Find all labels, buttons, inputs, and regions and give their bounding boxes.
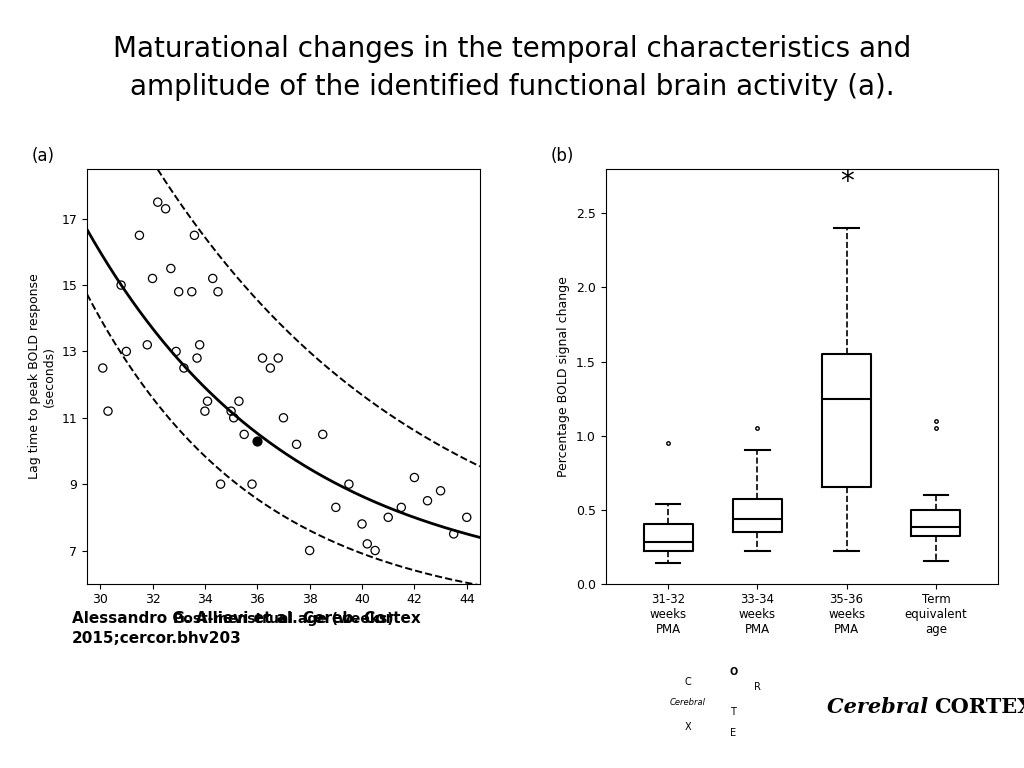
Text: amplitude of the identified functional brain activity (a).: amplitude of the identified functional b… (130, 73, 894, 101)
Point (341, 478, 357, 490)
Point (262, 362, 279, 374)
Point (445, 528, 462, 540)
Point (191, 339, 208, 351)
Point (354, 518, 371, 530)
Point (432, 485, 449, 497)
Point (275, 412, 292, 424)
Point (289, 439, 305, 451)
Text: Maturational changes in the temporal characteristics and: Maturational changes in the temporal cha… (113, 35, 911, 62)
Point (230, 395, 247, 407)
Point (270, 352, 287, 364)
Point (212, 478, 228, 490)
Text: © The Author 2015. Published by Oxford University Press.: © The Author 2015. Published by Oxford U… (10, 735, 334, 746)
Text: (a): (a) (32, 147, 55, 165)
Point (131, 229, 147, 241)
Point (459, 511, 475, 524)
Y-axis label: Lag time to peak BOLD response
(seconds): Lag time to peak BOLD response (seconds) (28, 273, 56, 479)
Text: O: O (729, 667, 737, 677)
Point (210, 286, 226, 298)
Point (99, 405, 116, 417)
Point (407, 472, 423, 484)
Point (380, 511, 396, 524)
Point (301, 545, 317, 557)
Point (188, 352, 205, 364)
Point (171, 286, 187, 298)
Point (168, 346, 184, 358)
Text: Cerebral: Cerebral (827, 697, 936, 717)
Point (139, 339, 156, 351)
Point (94, 362, 111, 374)
Point (183, 286, 200, 298)
Text: T: T (730, 707, 736, 717)
Point (359, 538, 376, 550)
Point (393, 502, 410, 514)
Text: E: E (730, 727, 736, 737)
Text: X: X (685, 723, 691, 733)
Text: CORTEX: CORTEX (934, 697, 1024, 717)
Text: (b): (b) (551, 147, 573, 165)
Point (225, 412, 242, 424)
Text: *: * (840, 167, 853, 196)
Point (254, 352, 270, 364)
Point (158, 203, 174, 215)
Text: Alessandro G. Allievi et al. Cereb. Cortex: Alessandro G. Allievi et al. Cereb. Cort… (72, 611, 421, 626)
Point (205, 273, 221, 285)
Point (419, 495, 435, 507)
Text: Cerebral: Cerebral (670, 697, 707, 707)
Text: R: R (755, 682, 761, 692)
Point (150, 196, 166, 208)
Point (314, 429, 331, 441)
Point (186, 229, 203, 241)
Text: C: C (685, 677, 691, 687)
Point (197, 405, 213, 417)
Point (367, 545, 383, 557)
Point (249, 435, 265, 447)
Point (200, 395, 216, 407)
Point (244, 478, 260, 490)
X-axis label: Post-menstrual age (weeks): Post-menstrual age (weeks) (173, 612, 394, 626)
Point (176, 362, 193, 374)
Point (118, 346, 134, 358)
Y-axis label: Percentage BOLD signal change: Percentage BOLD signal change (557, 276, 570, 477)
Text: 2015;cercor.bhv203: 2015;cercor.bhv203 (72, 631, 242, 647)
Point (163, 263, 179, 275)
Point (223, 405, 240, 417)
Point (144, 273, 161, 285)
Point (328, 502, 344, 514)
Point (113, 279, 129, 291)
Point (236, 429, 252, 441)
